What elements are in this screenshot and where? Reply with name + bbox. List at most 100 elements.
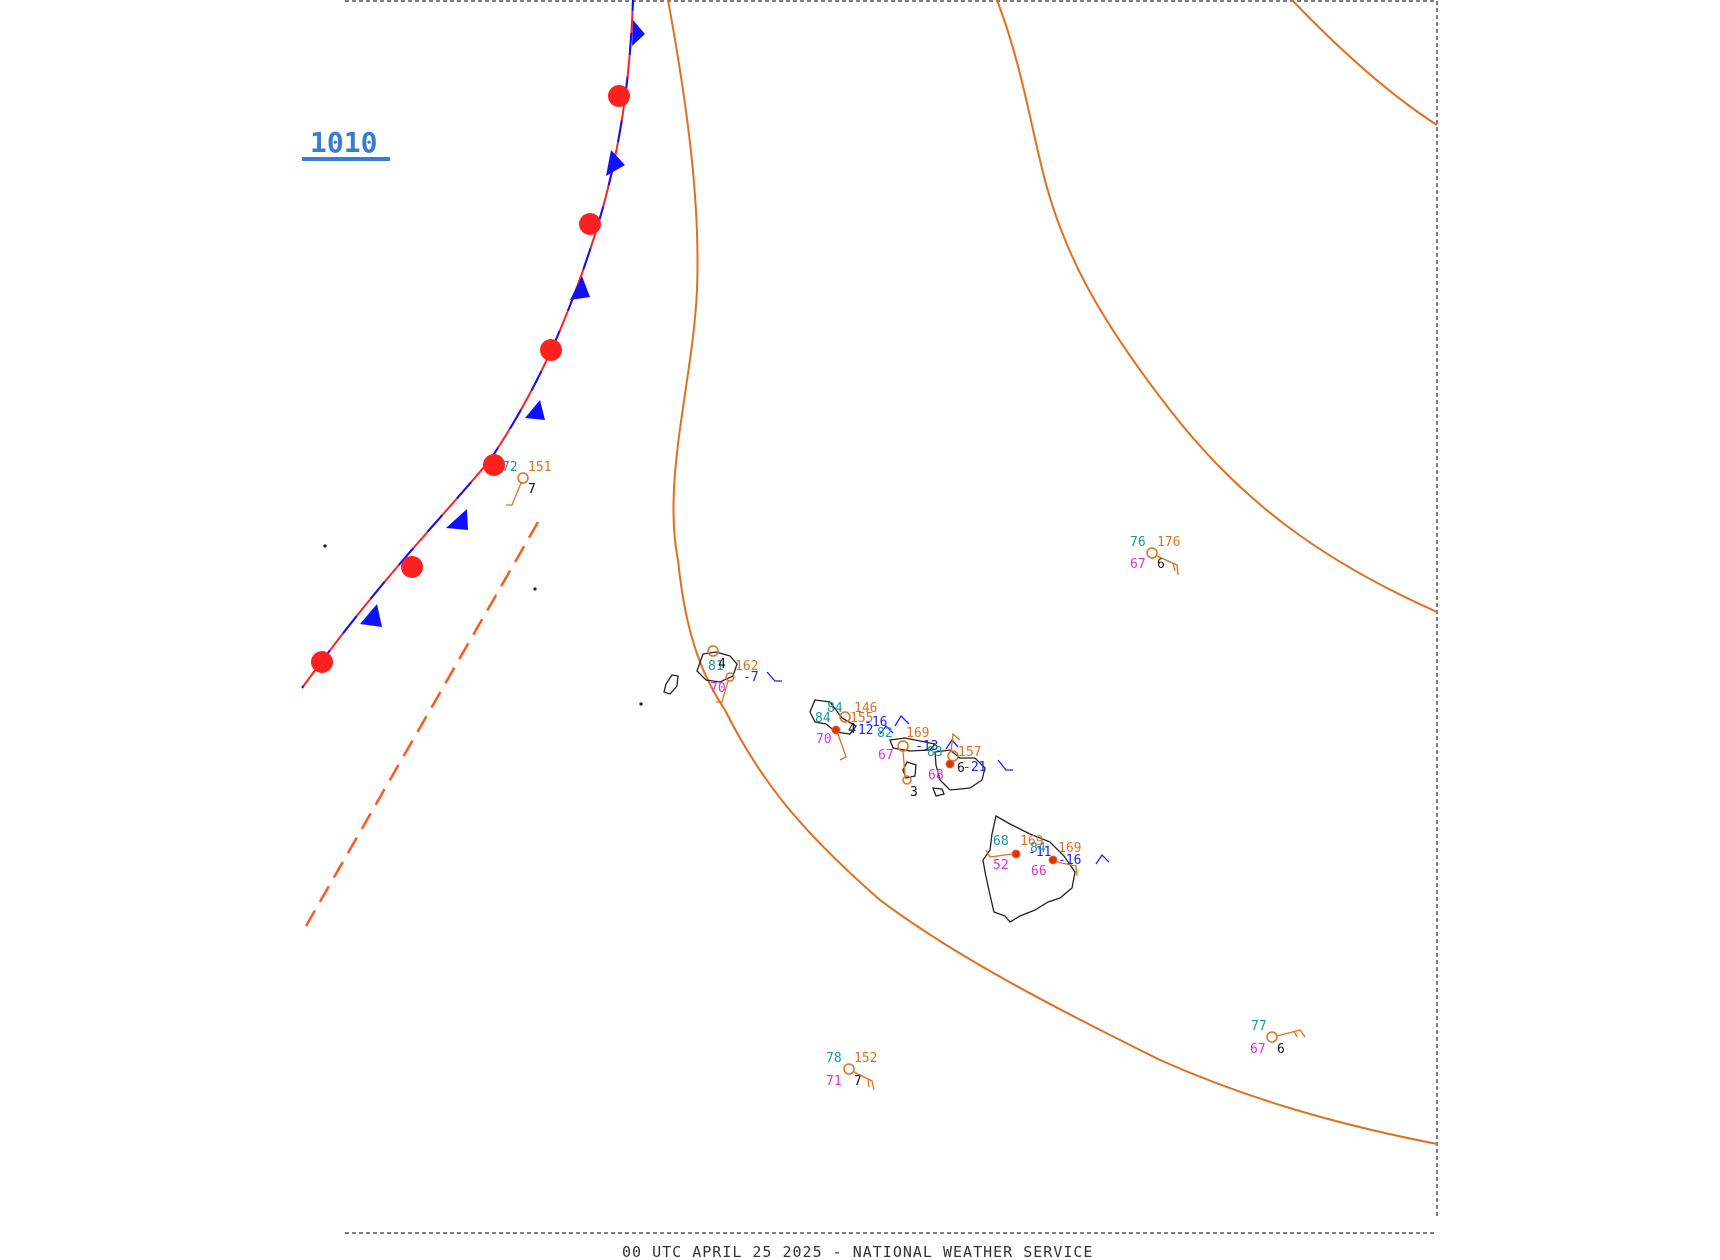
station-temperature: 81 [708, 659, 724, 674]
station-plot: 84 169 -16 66 [1030, 841, 1110, 879]
station-temperature: 84 [815, 711, 831, 726]
cold-barb [606, 150, 625, 176]
wind-barb [837, 733, 847, 761]
station-circle [1146, 547, 1158, 559]
station-temperature: 68 [993, 834, 1009, 849]
station-plot: 72 151 7 [502, 460, 551, 506]
station-tendency: -21 [963, 760, 986, 775]
island-kahoolawe [932, 787, 945, 797]
station-pressure: 155 [850, 711, 873, 726]
station-dewpoint: 70 [816, 732, 832, 747]
station-circle [1011, 849, 1021, 859]
station-temperature: 84 [827, 701, 843, 716]
station-temperature: 78 [826, 1051, 842, 1066]
station-plot: 83 157 6 -21 68 [927, 732, 1013, 783]
station-temperature: 84 [1030, 841, 1046, 856]
station-circle [839, 711, 851, 723]
warm-bump [608, 85, 630, 107]
stationary-front [301, 0, 645, 689]
station-visibility: 6 [1157, 557, 1165, 572]
island-hawaii [982, 814, 1076, 923]
islet [323, 544, 327, 548]
map-border [345, 0, 1438, 1234]
station-visibility: 3 [910, 785, 918, 800]
station-dewpoint: 68 [928, 768, 944, 783]
station-circle [1266, 1031, 1278, 1043]
isobar-east [1291, 0, 1438, 126]
station-circle [707, 645, 719, 657]
station-plot: 84 155 -16 4 70 [815, 711, 910, 761]
station-visibility: 6 [957, 761, 965, 776]
cold-segment-line [301, 0, 634, 689]
station-tendency: -16 [864, 715, 887, 730]
hawaiian-islands [323, 544, 1076, 923]
station-temperature: 77 [1251, 1019, 1267, 1034]
wind-barb [985, 849, 1013, 858]
wind-barb [950, 732, 961, 752]
station-pressure: 151 [528, 460, 551, 475]
pressure-label: 1010 [310, 126, 377, 159]
wind-barb [1056, 861, 1078, 877]
island-kauai [696, 651, 738, 683]
island-niihau [663, 674, 679, 695]
station-visibility: 4 [848, 722, 856, 737]
station-pressure: 169 [1058, 841, 1081, 856]
station-dewpoint: 67 [878, 748, 894, 763]
station-dewpoint: 67 [1130, 557, 1146, 572]
island-maui [934, 749, 986, 791]
warm-bump [540, 339, 562, 361]
station-visibility: 7 [528, 482, 536, 497]
station-plot: 78 152 71 7 [826, 1051, 877, 1091]
station-temperature: 83 [927, 745, 943, 760]
warm-bump [401, 556, 423, 578]
station-tendency: -13 [915, 739, 938, 754]
cold-barb [632, 20, 645, 46]
isobar-middle [996, 0, 1438, 613]
wind-barb [716, 680, 729, 703]
warm-bump [483, 454, 505, 476]
station-plot: 3 [910, 785, 918, 800]
station-circle [902, 775, 912, 785]
station-visibility: 4 [718, 657, 726, 672]
station-temperature: 76 [1130, 535, 1146, 550]
islet [533, 587, 537, 591]
wind-barb [1156, 555, 1179, 576]
station-temperature: 72 [502, 460, 518, 475]
wind-barb [853, 1071, 875, 1091]
station-pressure: 169 [906, 726, 929, 741]
station-dewpoint: 66 [1031, 864, 1047, 879]
station-dewpoint: 67 [1250, 1042, 1266, 1057]
station-plot: 76 176 67 6 [1130, 535, 1180, 576]
station-pressure: 162 [735, 659, 758, 674]
station-circle [1048, 855, 1058, 865]
tendency-symbol [879, 725, 894, 735]
warm-bump [311, 651, 333, 673]
station-pressure: 146 [854, 701, 877, 716]
station-temperature: 82 [877, 726, 893, 741]
station-dewpoint: 71 [826, 1074, 842, 1089]
cold-front-triangles [360, 20, 645, 627]
warm-segment-line [301, 0, 634, 689]
station-pressure: 152 [854, 1051, 877, 1066]
station-circle [517, 472, 529, 484]
station-tendency: -11 [1028, 845, 1051, 860]
wind-barb [506, 482, 522, 506]
station-pressure: 157 [958, 745, 981, 760]
wind-barb [902, 749, 906, 777]
cold-barb [360, 604, 382, 627]
station-plot: 77 67 6 [1250, 1019, 1306, 1057]
station-plots: 72 151 7 76 176 67 6 81 4 162 -7 70 [502, 460, 1306, 1091]
station-circle [831, 725, 841, 735]
isobar-west [667, 0, 1438, 1145]
station-visibility: 7 [854, 1074, 862, 1089]
tendency-symbol [1095, 853, 1110, 865]
tendency-symbol [766, 671, 782, 682]
station-tendency: -16 [1058, 853, 1081, 868]
pressure-center: 1010 [302, 126, 390, 161]
station-circle [843, 1063, 855, 1075]
station-pressure: 169 [1020, 834, 1043, 849]
cold-barb [446, 509, 468, 530]
warm-bump [579, 213, 601, 235]
cold-barb [570, 276, 590, 300]
